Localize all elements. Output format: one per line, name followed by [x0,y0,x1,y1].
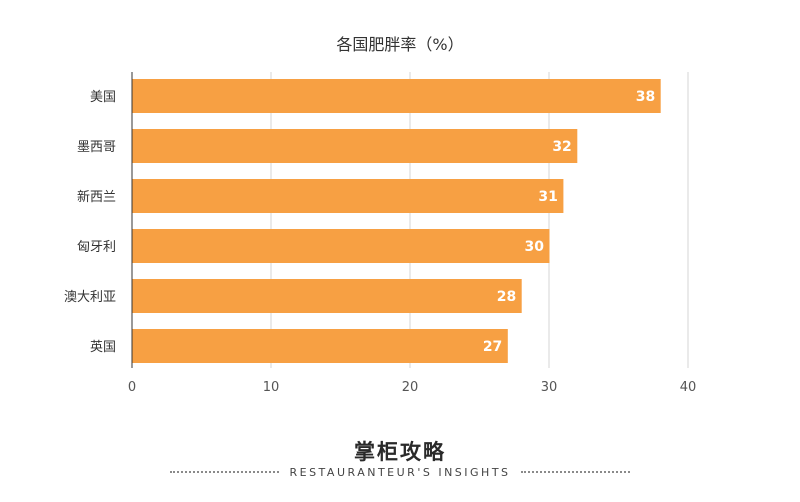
category-label: 英国 [90,340,116,355]
x-tick-label: 20 [402,380,419,395]
grid-lines [131,72,689,368]
bar-value-label: 31 [538,189,557,205]
category-label: 墨西哥 [77,140,116,155]
bar-value-label: 27 [483,339,502,355]
bar-value-label: 32 [552,139,571,155]
bar [132,129,578,163]
chart-title: 各国肥胖率（%） [336,35,463,54]
bar [132,329,508,363]
brand-tagline: RESTAURANTEUR'S INSIGHTS [289,465,511,479]
x-tick-label: 10 [263,380,280,395]
bar-value-label: 38 [636,89,655,105]
x-axis-ticks: 0 10 20 30 40 [128,380,696,395]
category-label: 美国 [90,90,116,105]
dotted-divider-left [170,471,280,473]
brand-name: 掌柜攻略 [354,440,446,464]
category-label: 澳大利亚 [64,289,116,305]
category-label: 匈牙利 [77,240,116,255]
x-tick-label: 0 [128,380,136,395]
x-tick-label: 40 [680,380,697,395]
brand-tagline-row: RESTAURANTEUR'S INSIGHTS [160,464,640,480]
bar [132,229,550,263]
bar [132,279,522,313]
bar-value-label: 30 [525,239,545,255]
bar-value-label: 28 [497,289,516,305]
bars: 38 32 31 30 28 27 [132,79,661,363]
bar [132,79,661,113]
x-tick-label: 30 [541,380,558,395]
bar [132,179,564,213]
dotted-divider-right [520,471,630,473]
category-label: 新西兰 [77,189,116,205]
